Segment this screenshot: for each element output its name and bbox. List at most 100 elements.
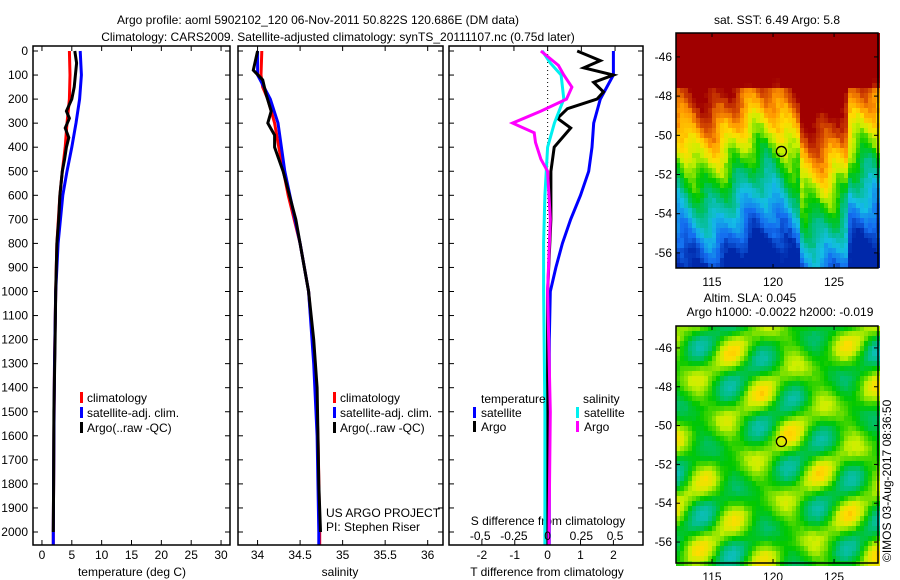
map-cell: [868, 158, 872, 163]
map-cell: [820, 426, 824, 431]
map-cell: [728, 183, 732, 188]
legend-header-temperature: temperature: [481, 392, 546, 406]
map-cell: [676, 471, 680, 476]
map-cell: [832, 78, 836, 83]
map-cell: [692, 351, 696, 356]
map-cell: [768, 531, 772, 536]
map-cell: [868, 193, 872, 198]
map-cell: [824, 93, 828, 98]
map-cell: [764, 118, 768, 123]
map-cell: [728, 416, 732, 421]
map-cell: [728, 361, 732, 366]
map-cell: [848, 193, 852, 198]
x-tick-label: 34: [251, 548, 265, 562]
map-cell: [748, 48, 752, 53]
map-cell: [720, 466, 724, 471]
map-cell: [736, 138, 740, 143]
map-cell: [724, 148, 728, 153]
map-cell: [760, 431, 764, 436]
map-cell: [836, 238, 840, 243]
map-cell: [856, 386, 860, 391]
map-cell: [708, 461, 712, 466]
map-cell: [836, 426, 840, 431]
map-cell: [744, 143, 748, 148]
map-cell: [768, 153, 772, 158]
map-cell: [732, 411, 736, 416]
map-cell: [824, 98, 828, 103]
map-cell: [756, 103, 760, 108]
map-cell: [696, 461, 700, 466]
map-cell: [696, 93, 700, 98]
map-cell: [868, 38, 872, 43]
map-cell: [680, 108, 684, 113]
map-cell: [760, 148, 764, 153]
map-cell: [756, 326, 760, 331]
map-cell: [808, 526, 812, 531]
map-cell: [760, 143, 764, 148]
map-cell: [844, 193, 848, 198]
map-cell: [792, 336, 796, 341]
map-cell: [692, 471, 696, 476]
map-cell: [828, 391, 832, 396]
map-cell: [748, 208, 752, 213]
map-cell: [752, 396, 756, 401]
map-cell: [828, 326, 832, 331]
map-cell: [828, 436, 832, 441]
map-cell: [740, 88, 744, 93]
map-cell: [756, 173, 760, 178]
map-cell: [812, 426, 816, 431]
map-cell: [712, 258, 716, 263]
map-cell: [840, 253, 844, 258]
map-cell: [836, 536, 840, 541]
map-cell: [812, 253, 816, 258]
map-cell: [680, 476, 684, 481]
map-cell: [792, 401, 796, 406]
map-cell: [828, 426, 832, 431]
map-cell: [708, 238, 712, 243]
map-cell: [792, 536, 796, 541]
map-cell: [760, 331, 764, 336]
map-cell: [720, 243, 724, 248]
map-cell: [684, 401, 688, 406]
map-cell: [776, 258, 780, 263]
map-cell: [728, 248, 732, 253]
map-cell: [796, 351, 800, 356]
map-cell: [824, 361, 828, 366]
map-cell: [688, 163, 692, 168]
map-cell: [772, 223, 776, 228]
map-cell: [688, 218, 692, 223]
map-cell: [816, 541, 820, 546]
map-cell: [784, 33, 788, 38]
map-cell: [716, 431, 720, 436]
map-cell: [684, 193, 688, 198]
figure-title-line1: Argo profile: aoml 5902102_120 06-Nov-20…: [117, 13, 519, 27]
map-cell: [792, 38, 796, 43]
map-cell: [808, 386, 812, 391]
map-cell: [716, 426, 720, 431]
map-cell: [680, 536, 684, 541]
map-cell: [764, 491, 768, 496]
map-cell: [696, 371, 700, 376]
map-cell: [752, 218, 756, 223]
map-cell: [820, 158, 824, 163]
map-cell: [704, 233, 708, 238]
map-cell: [732, 336, 736, 341]
map-cell: [772, 53, 776, 58]
map-cell: [704, 73, 708, 78]
map-cell: [872, 531, 876, 536]
map-cell: [832, 128, 836, 133]
map-cell: [816, 53, 820, 58]
map-cell: [692, 466, 696, 471]
map-cell: [836, 421, 840, 426]
map-cell: [840, 43, 844, 48]
map-cell: [764, 496, 768, 501]
map-cell: [832, 178, 836, 183]
map-cell: [788, 541, 792, 546]
map-cell: [792, 238, 796, 243]
map-cell: [752, 98, 756, 103]
map-cell: [840, 133, 844, 138]
map-cell: [824, 128, 828, 133]
map-cell: [832, 386, 836, 391]
map-cell: [804, 491, 808, 496]
map-cell: [800, 506, 804, 511]
